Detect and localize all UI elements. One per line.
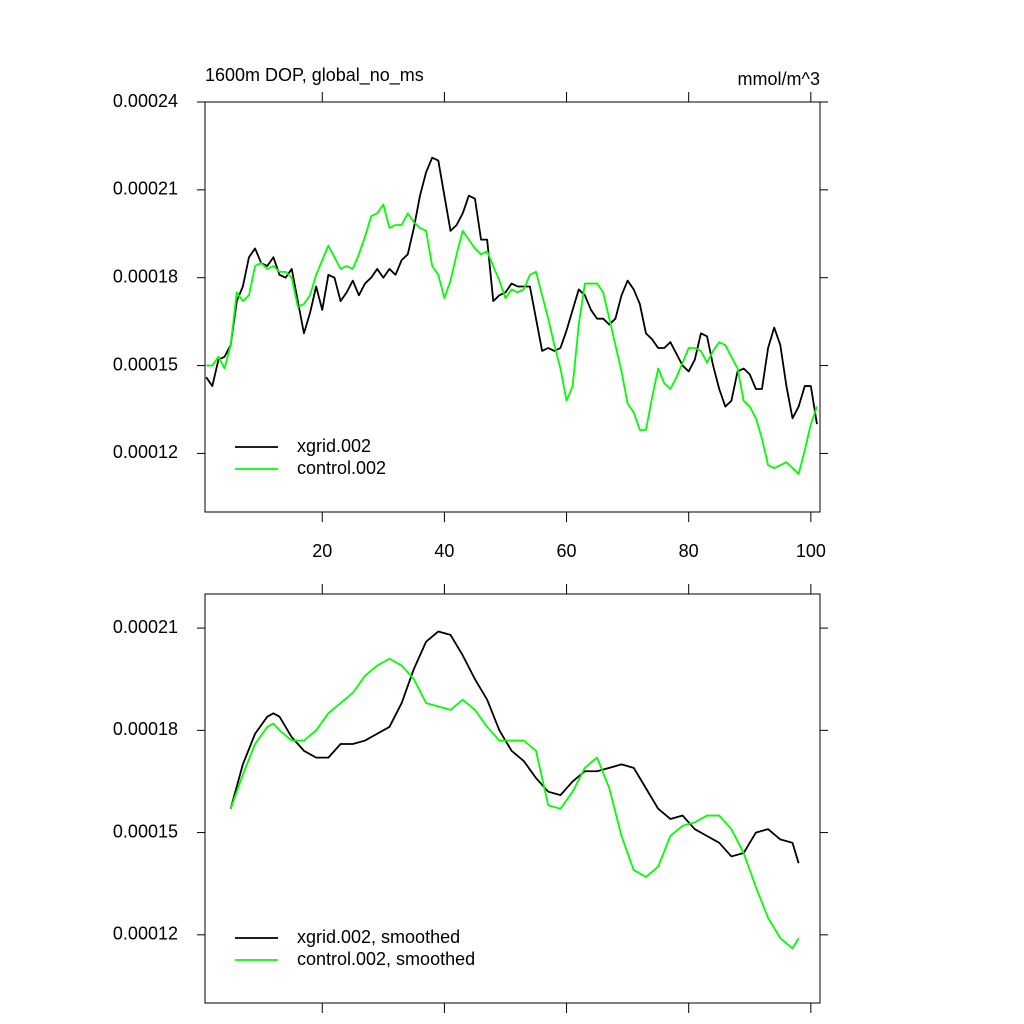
y-tick-label: 0.00015	[113, 821, 178, 841]
data-line	[229, 630, 800, 864]
y-tick-label: 0.00012	[113, 442, 178, 462]
y-tick-label: 0.00024	[113, 91, 178, 111]
x-tick-label: 20	[312, 541, 332, 561]
y-tick-label: 0.00012	[113, 924, 178, 944]
y-tick-label: 0.00021	[113, 617, 178, 637]
y-tick-label: 0.00015	[113, 354, 178, 374]
legend-label: xgrid.002	[297, 436, 371, 456]
data-line	[206, 203, 818, 475]
y-tick-label: 0.00018	[113, 719, 178, 739]
y-tick-label: 0.00018	[113, 266, 178, 286]
x-tick-label: 100	[796, 541, 826, 561]
legend-label: control.002	[297, 458, 386, 478]
x-tick-label: 40	[434, 541, 454, 561]
legend-label: control.002, smoothed	[297, 949, 475, 969]
chart-title: 1600m DOP, global_no_ms	[205, 65, 424, 86]
x-tick-label: 80	[679, 541, 699, 561]
plot-frame	[204, 101, 821, 513]
data-line	[205, 156, 818, 425]
x-tick-label: 60	[557, 541, 577, 561]
y-tick-label: 0.00021	[113, 179, 178, 199]
data-line	[229, 657, 800, 950]
plot-frame	[204, 593, 821, 1004]
units-label: mmol/m^3	[738, 69, 820, 89]
legend-label: xgrid.002, smoothed	[297, 927, 460, 947]
